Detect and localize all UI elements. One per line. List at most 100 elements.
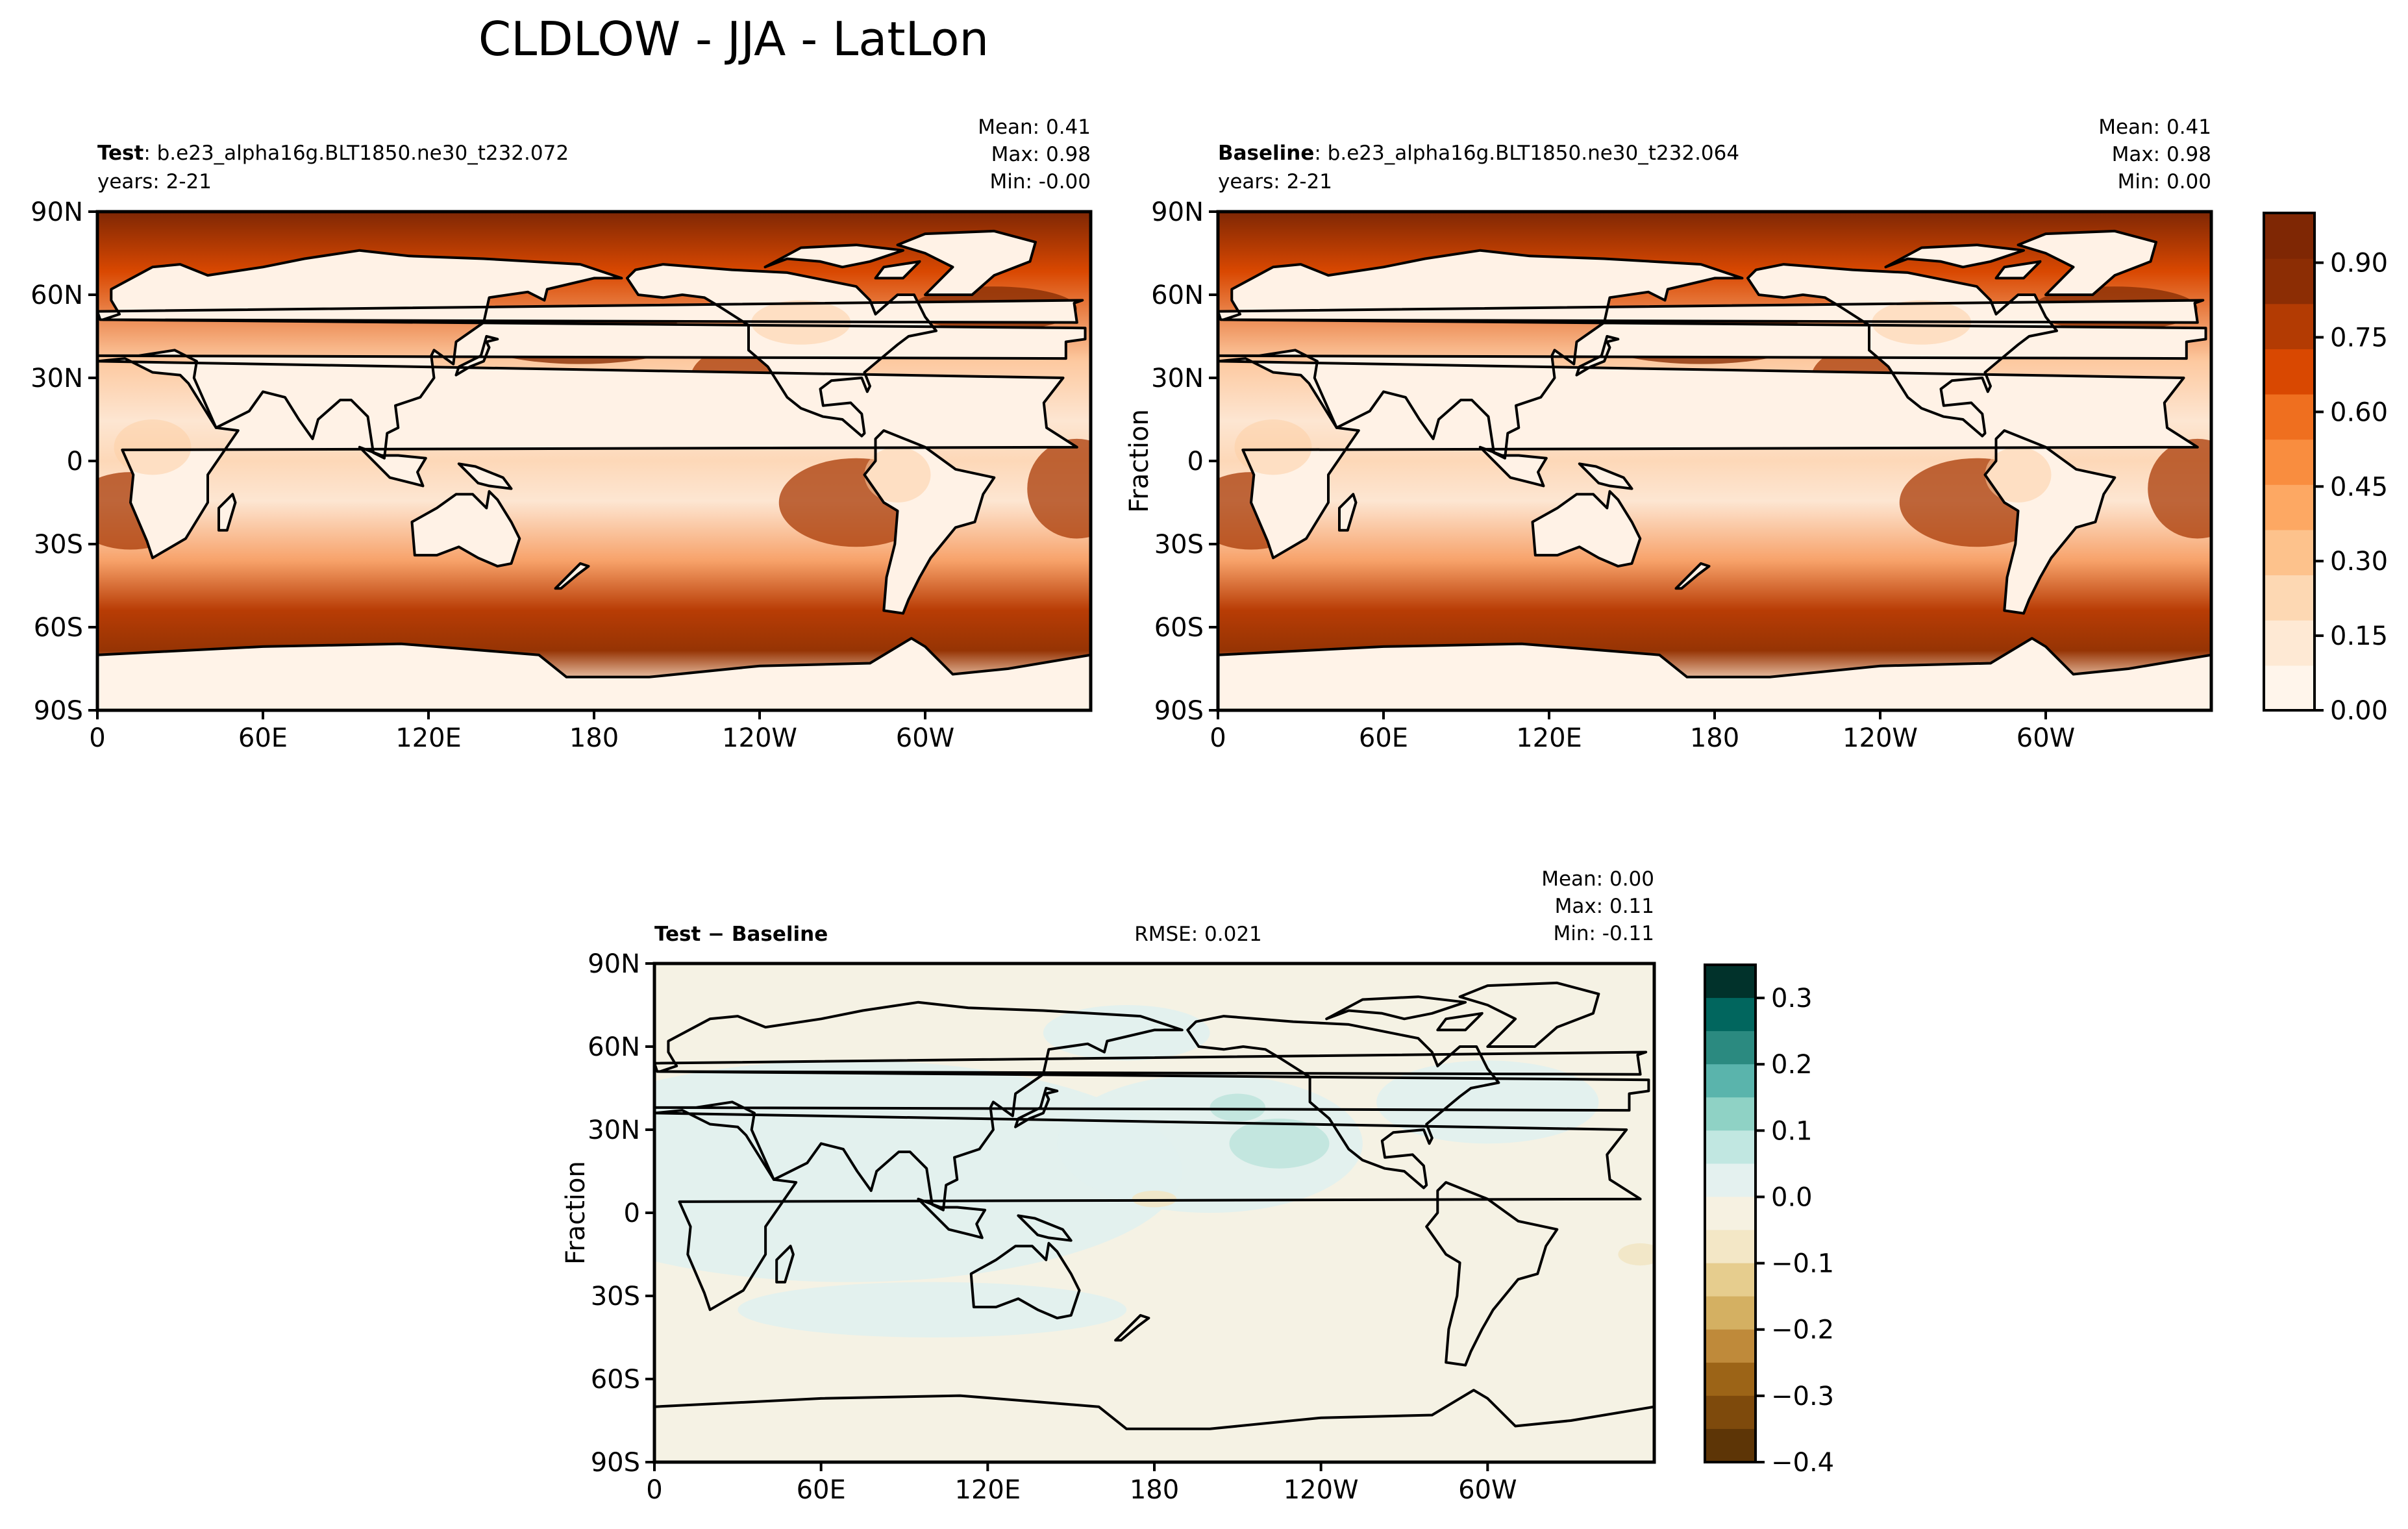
xtick-label: 120E — [395, 723, 462, 753]
colorbar-segment — [1705, 998, 1756, 1032]
panel-title: Test − Baseline — [654, 923, 828, 946]
ytick-label: 60S — [34, 613, 83, 643]
colorbar-tick-label: −0.1 — [1771, 1249, 1834, 1279]
diff-positive-peak — [1229, 1118, 1330, 1169]
colorbar-tick-label: 0.90 — [2330, 249, 2388, 279]
map-area — [654, 963, 1654, 1462]
colorbar-segment — [2264, 619, 2315, 666]
xtick-label: 0 — [1210, 723, 1226, 753]
y-axis-label: Fraction — [561, 1161, 591, 1265]
colorbar-segment — [1705, 1064, 1756, 1099]
figure-title: CLDLOW - JJA - LatLon — [478, 12, 989, 66]
colorbar-segment — [1705, 1031, 1756, 1065]
land-cloud — [114, 419, 192, 475]
coastline-britain — [97, 299, 1084, 324]
ytick-label: 30N — [31, 364, 83, 393]
coastline-namerica — [1746, 263, 2058, 438]
panel-stat: Mean: 0.00 — [1541, 867, 1654, 891]
colorbar-diff: 0.3 0.2 0.1 0.0 −0.1 −0.2 −0.3 −0.4 — [1704, 963, 1834, 1478]
colorbar-segment — [2264, 303, 2315, 349]
coastline-africa — [1218, 357, 2199, 560]
coastline-japan — [454, 335, 499, 377]
colorbar-frame — [2263, 212, 2316, 712]
coastline-greenland — [1458, 981, 1600, 1048]
xtick-label: 60W — [1458, 1475, 1517, 1505]
land-arctic2 — [875, 261, 920, 279]
panel-years: years: 2-21 — [97, 170, 212, 193]
land-arctic2 — [1996, 261, 2041, 279]
colorbar-segment — [2264, 348, 2315, 395]
stratocumulus-deck — [1027, 438, 1091, 539]
panel-title-bold: Test − Baseline — [654, 923, 828, 946]
coastline-newguinea — [457, 462, 513, 490]
coastline-arctic1 — [1325, 995, 1467, 1021]
colorbar-segment — [2264, 484, 2315, 530]
coastline-indonesia — [917, 1197, 987, 1239]
colorbar-segment — [2264, 213, 2315, 259]
colorbar-segment — [1705, 1428, 1756, 1463]
xtick-label: 60W — [896, 723, 954, 753]
land-antarctica — [97, 638, 1091, 710]
map-area — [1218, 212, 2211, 710]
y-axis-label: Fraction — [1124, 409, 1154, 513]
coastline-britain — [654, 1050, 1648, 1076]
land-eurasia — [1218, 250, 2206, 458]
colorbar-tick-label: 0.75 — [2330, 323, 2388, 353]
colorbar-tick-label: −0.3 — [1771, 1382, 1834, 1411]
coastline-samerica — [1425, 1181, 1559, 1367]
panel-title-bold: Baseline — [1218, 142, 1314, 165]
ytick-label: 30S — [591, 1282, 640, 1311]
colorbar-top: 0.00 0.15 0.30 0.45 0.60 0.75 0.90 — [2263, 212, 2388, 726]
colorbar-tick-label: −0.4 — [1771, 1448, 1834, 1478]
colorbar-segment — [1705, 1362, 1756, 1397]
diff-positive-peak — [1210, 1093, 1266, 1122]
coastline-newguinea — [1017, 1214, 1073, 1242]
panel-stat: Mean: 0.41 — [2098, 116, 2211, 139]
colorbar-segment — [2264, 258, 2315, 305]
colorbar-frame — [1704, 963, 1757, 1463]
colorbar-segment — [2264, 393, 2315, 440]
ytick-label: 90S — [34, 696, 83, 726]
coastline-namerica — [1186, 1015, 1500, 1189]
ytick-label: 90N — [31, 197, 83, 227]
ytick-label: 0 — [1187, 447, 1204, 477]
colorbar-segment — [1705, 1329, 1756, 1363]
xtick-label: 120E — [955, 1475, 1021, 1505]
panel-stat: Max: 0.11 — [1555, 895, 1654, 918]
panel-years: years: 2-21 — [1218, 170, 1332, 193]
stratocumulus-deck — [2148, 438, 2211, 539]
ytick-label: 90S — [1154, 696, 1204, 726]
coastline-newguinea — [1578, 462, 1633, 490]
xtick-label: 120W — [1284, 1475, 1359, 1505]
land-nz — [555, 563, 589, 589]
coastline-antarctica — [97, 637, 1091, 710]
diff-negative-region — [1618, 1243, 1654, 1266]
coastline-namerica — [626, 263, 937, 438]
diff-negative-region — [1132, 1190, 1177, 1208]
panel-stat: Min: 0.00 — [2118, 170, 2211, 193]
colorbar-tick-label: 0.00 — [2330, 696, 2388, 726]
land-antarctica — [1218, 638, 2211, 710]
colorbar-segment — [2264, 575, 2315, 621]
panel-stat: Max: 0.98 — [991, 143, 1091, 166]
coastline-britain — [1218, 299, 2205, 324]
colorbar-segment — [2264, 665, 2315, 711]
coastline-nz — [554, 562, 590, 590]
xtick-label: 60E — [1359, 723, 1408, 753]
colorbar-segment — [1705, 1296, 1756, 1330]
land-australia — [412, 491, 520, 567]
xtick-label: 120E — [1516, 723, 1582, 753]
colorbar-tick-label: 0.1 — [1771, 1116, 1813, 1146]
coastline-nz — [1674, 562, 1711, 590]
coastline-madagascar — [775, 1245, 795, 1284]
colorbar-segment — [1705, 1163, 1756, 1198]
colorbar-segment — [1705, 1130, 1756, 1165]
ytick-label: 60N — [1151, 280, 1204, 310]
panel-title-rest: : b.e23_alpha16g.BLT1850.ne30_t232.072 — [143, 142, 569, 165]
colorbar-tick-label: 0.15 — [2330, 621, 2388, 651]
coastline-samerica — [863, 429, 996, 615]
land-madagascar — [1339, 494, 1356, 530]
coastline-arctic2 — [874, 260, 921, 280]
ytick-label: 0 — [624, 1199, 640, 1228]
